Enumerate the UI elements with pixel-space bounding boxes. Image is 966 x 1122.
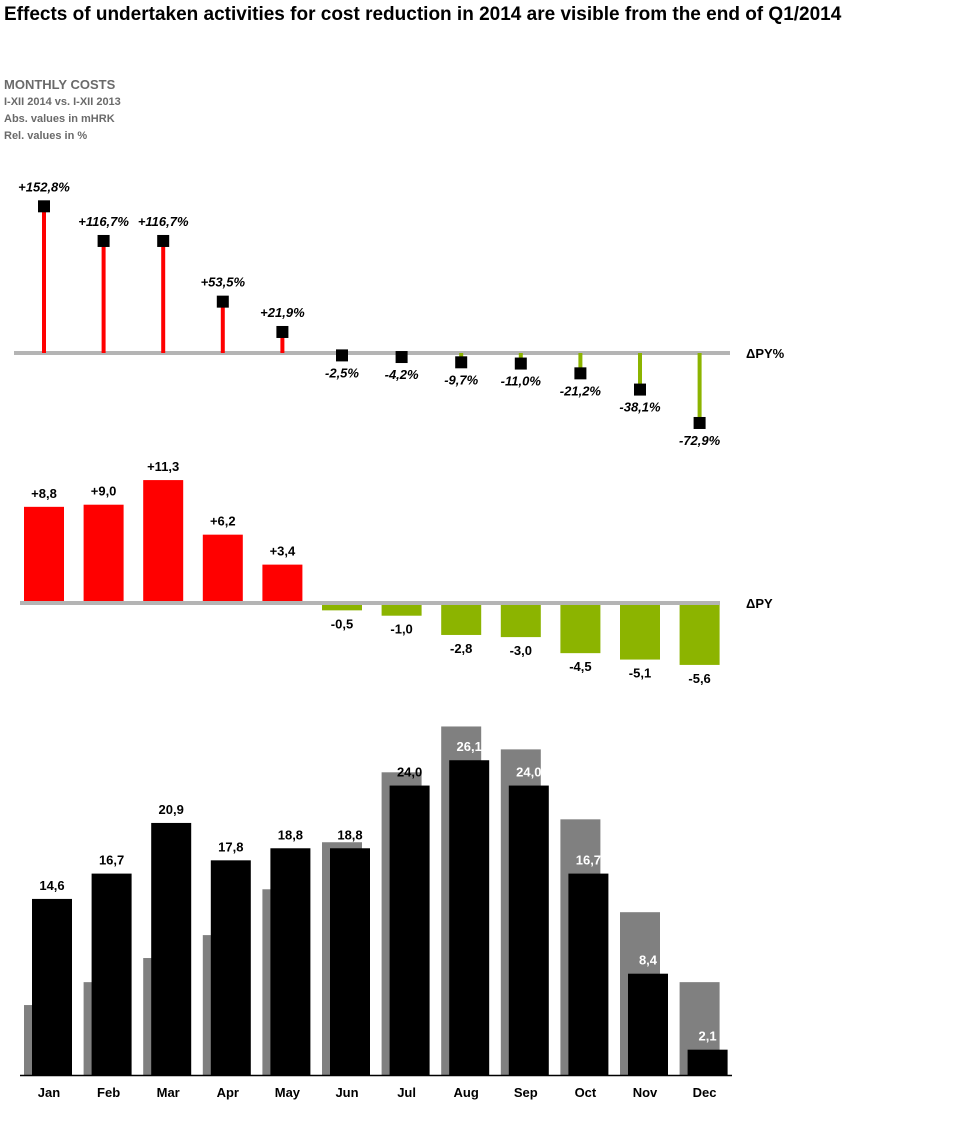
month-tick-label: Aug: [454, 1085, 479, 1100]
month-tick-label: Apr: [217, 1085, 239, 1100]
pct-marker: [38, 200, 50, 213]
pct-marker: [455, 356, 468, 369]
ac-data-label: 24,0: [516, 765, 541, 780]
pct-data-label: -21,2%: [560, 383, 602, 398]
delta-data-label: -2,8: [450, 641, 472, 656]
delta-data-label: +11,3: [147, 459, 179, 474]
pct-data-label: -11,0%: [501, 374, 542, 389]
delta-bar: [24, 506, 64, 601]
delta-bar: [441, 605, 482, 635]
delta-data-label: -0,5: [331, 616, 353, 631]
pct-data-label: +21,9%: [260, 305, 305, 320]
delta-bar: [500, 605, 541, 638]
delta-bar: [262, 564, 303, 601]
pct-series-label: ΔPY%: [746, 346, 785, 361]
month-tick-label: Oct: [575, 1085, 597, 1100]
ac-bar: [628, 973, 668, 1075]
pct-data-label: -4,2%: [385, 367, 419, 382]
ac-data-label: 18,8: [337, 827, 362, 842]
month-tick-label: Jun: [335, 1085, 358, 1100]
ac-data-label: 24,0: [397, 765, 422, 780]
ac-bar: [32, 898, 72, 1075]
pct-marker: [395, 351, 408, 364]
subtitle-period: I-XII 2014 vs. I-XII 2013: [4, 96, 121, 108]
ac-data-label: 20,9: [159, 802, 184, 817]
delta-data-label: -5,6: [688, 671, 710, 686]
pct-data-label: +116,7%: [78, 214, 129, 229]
delta-data-label: +9,0: [91, 484, 117, 499]
ac-data-label: 26,1: [457, 739, 482, 754]
pct-data-label: -9,7%: [444, 372, 478, 387]
ac-data-label: 18,8: [278, 827, 303, 842]
ac-bar: [270, 848, 311, 1075]
ac-bar: [151, 822, 192, 1075]
delta-bar: [620, 605, 660, 660]
chart-title: Effects of undertaken activities for cos…: [4, 4, 842, 25]
pct-data-label: +116,7%: [138, 214, 189, 229]
month-tick-label: Dec: [693, 1085, 717, 1100]
delta-bar: [679, 605, 720, 665]
delta-bar: [202, 534, 243, 601]
delta-bar: [381, 605, 422, 616]
month-tick-label: Nov: [633, 1085, 658, 1100]
delta-data-label: +6,2: [210, 514, 236, 529]
pct-marker: [216, 295, 229, 308]
delta-data-label: +3,4: [270, 544, 296, 559]
pct-marker: [693, 416, 706, 429]
pct-marker: [336, 349, 348, 362]
ac-bar: [449, 760, 490, 1075]
pct-marker: [97, 234, 110, 247]
ac-data-label: 2,1: [699, 1029, 717, 1044]
pct-data-label: -72,9%: [679, 433, 721, 448]
pct-data-label: -38,1%: [619, 400, 661, 415]
ac-data-label: 14,6: [39, 878, 64, 893]
pct-data-label: +53,5%: [201, 275, 246, 290]
ac-bar: [568, 873, 609, 1075]
subtitle-heading: MONTHLY COSTS: [4, 77, 116, 92]
pct-marker: [157, 234, 170, 247]
ac-bar: [91, 873, 132, 1075]
delta-bar: [143, 480, 184, 601]
pct-data-label: +152,8%: [18, 179, 70, 194]
delta-series-label: ΔPY: [746, 596, 773, 611]
ac-data-label: 16,7: [99, 853, 124, 868]
delta-data-label: -3,0: [510, 643, 532, 658]
pct-data-label: -2,5%: [325, 365, 359, 380]
pct-marker: [634, 383, 646, 396]
delta-bar: [83, 504, 124, 601]
ac-bar: [210, 860, 251, 1075]
delta-data-label: +8,8: [31, 486, 57, 501]
delta-data-label: -1,0: [390, 622, 412, 637]
month-tick-label: May: [275, 1085, 301, 1100]
month-tick-label: Mar: [157, 1085, 180, 1100]
ac-bar: [687, 1049, 728, 1075]
delta-data-label: -5,1: [629, 666, 651, 681]
month-tick-label: Jul: [397, 1085, 416, 1100]
month-tick-label: Sep: [514, 1085, 538, 1100]
ac-data-label: 16,7: [576, 853, 601, 868]
delta-bar: [322, 605, 362, 611]
ac-bar: [508, 785, 549, 1075]
ac-data-label: 17,8: [218, 839, 243, 854]
delta-data-label: -4,5: [569, 659, 591, 674]
subtitle-rel-note: Rel. values in %: [4, 130, 88, 142]
month-tick-label: Jan: [38, 1085, 60, 1100]
month-tick-label: Feb: [97, 1085, 120, 1100]
delta-bar: [560, 605, 601, 654]
pct-marker: [276, 325, 289, 338]
pct-marker: [574, 367, 587, 380]
ac-bar: [330, 848, 370, 1075]
subtitle-abs-note: Abs. values in mHRK: [4, 113, 115, 125]
ac-data-label: 8,4: [639, 953, 658, 968]
ac-bar: [389, 785, 430, 1075]
pct-marker: [514, 357, 527, 370]
